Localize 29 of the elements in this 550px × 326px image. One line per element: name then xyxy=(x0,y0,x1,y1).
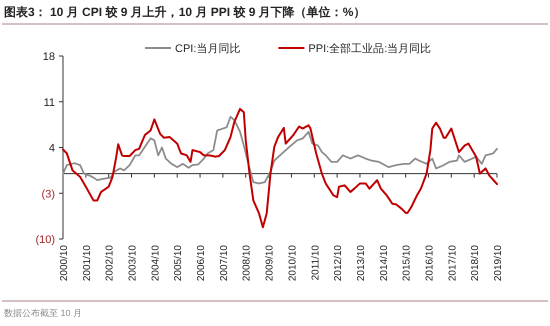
y-tick-label: (10) xyxy=(35,234,55,246)
x-tick-label: 2017/10 xyxy=(447,244,458,282)
x-tick-label: 2001/10 xyxy=(82,244,93,282)
x-tick-label: 2015/10 xyxy=(402,244,413,282)
x-tick-label: 2014/10 xyxy=(378,244,390,282)
x-tick-label: 2018/10 xyxy=(470,244,482,282)
legend-label: CPI:当月同比 xyxy=(175,42,240,55)
x-tick-label: 2011/10 xyxy=(310,244,322,280)
x-tick-label: 2007/10 xyxy=(218,244,230,282)
x-tick-label: 2003/10 xyxy=(128,244,139,282)
x-tick-label: 2019/10 xyxy=(493,244,504,282)
x-tick-label: 2012/10 xyxy=(333,244,344,282)
x-tick-label: 2000/10 xyxy=(59,244,70,282)
x-tick-label: 2002/10 xyxy=(104,244,116,282)
x-tick-label: 2004/10 xyxy=(150,244,162,282)
x-tick-label: 2010/10 xyxy=(287,244,298,282)
y-tick-label: 11 xyxy=(44,96,55,109)
x-tick-label: 2008/10 xyxy=(242,244,253,282)
x-tick-label: 2009/10 xyxy=(264,244,276,282)
x-tick-label: 2005/10 xyxy=(173,244,184,282)
y-tick-label: 4 xyxy=(48,142,55,154)
chart-title: 图表3： 10 月 CPI 较 9 月上升，10 月 PPI 较 9 月下降（单位：%） xyxy=(4,5,366,19)
y-tick-label: (3) xyxy=(42,188,55,200)
text: 数据公布截至 10 月 xyxy=(4,308,82,318)
x-tick-label: 2016/10 xyxy=(424,244,436,282)
legend-label: PPI:全部工业品:当月同比 xyxy=(308,42,432,55)
x-tick-label: 2006/10 xyxy=(196,244,208,282)
x-tick-label: 2013/10 xyxy=(356,244,367,282)
y-tick-label: 18 xyxy=(42,51,55,63)
